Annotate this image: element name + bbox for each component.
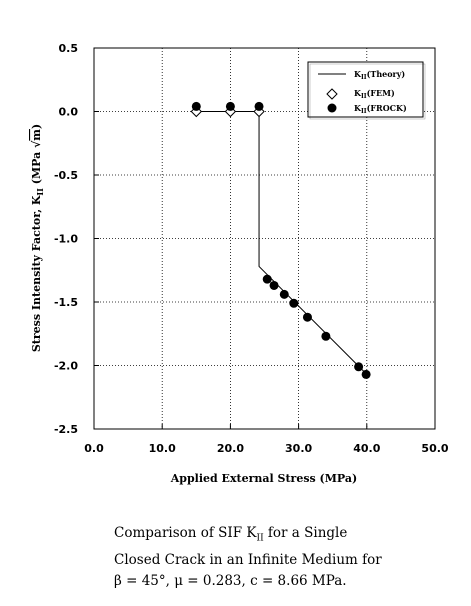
frock-point	[262, 274, 272, 284]
caption-line-2: Closed Crack in an Infinite Medium for	[114, 551, 382, 568]
y-tick-label: -2.0	[54, 360, 78, 373]
frock-point	[254, 101, 264, 111]
data-series	[190, 101, 371, 379]
y-tick-label: -2.5	[54, 423, 78, 436]
y-axis-title: Stress Intensity Factor, KII (MPa √m)	[30, 124, 45, 352]
x-axis-title: Applied External Stress (MPa)	[170, 472, 357, 485]
legend-fem-diamond-marker	[326, 88, 338, 100]
series-frock	[191, 101, 371, 379]
y-tick-label: -1.0	[54, 233, 78, 246]
frock-point	[191, 101, 201, 111]
svg-text:Stress Intensity Factor, KII (: Stress Intensity Factor, KII (MPa √m)	[30, 124, 45, 352]
legend: KII(Theory) KII(FEM) KII(FROCK)	[307, 61, 426, 120]
axis-ticks: 0.0 10.0 20.0 30.0 40.0 50.0 0.5 0.0 -0.5 -1.0 -1.…	[54, 42, 449, 455]
frock-point	[269, 280, 279, 290]
legend-fem-label: KII(FEM)	[354, 88, 395, 100]
frock-point	[225, 101, 235, 111]
frock-point	[302, 312, 312, 322]
legend-frock-label: KII(FROCK)	[354, 103, 407, 115]
frock-point	[354, 362, 364, 372]
caption-line-1: Comparison of SIF KII for a Single	[114, 525, 348, 544]
x-tick-label: 0.0	[84, 442, 104, 455]
legend-frock-circle-marker	[327, 103, 337, 113]
legend-theory-label: KII(Theory)	[354, 69, 405, 81]
caption-line-3: β = 45°, μ = 0.283, c = 8.66 MPa.	[114, 572, 347, 589]
legend-box	[307, 61, 424, 118]
x-tick-label: 30.0	[285, 442, 312, 455]
x-tick-label: 50.0	[421, 442, 448, 455]
legend-box-shadow	[309, 63, 426, 120]
frock-point	[321, 331, 331, 341]
theory-line	[196, 111, 368, 375]
x-tick-label: 10.0	[149, 442, 176, 455]
series-theory	[196, 111, 368, 375]
y-tick-label: 0.0	[59, 106, 79, 119]
y-tick-label: 0.5	[59, 42, 79, 55]
y-tick-label: -1.5	[54, 296, 78, 309]
frock-point	[289, 298, 299, 308]
y-tick-label: -0.5	[54, 169, 78, 182]
frock-point	[279, 289, 289, 299]
x-tick-label: 40.0	[353, 442, 380, 455]
frock-point	[361, 369, 371, 379]
x-tick-label: 20.0	[217, 442, 244, 455]
figure-caption: Comparison of SIF KII for a Single Close…	[114, 523, 454, 592]
